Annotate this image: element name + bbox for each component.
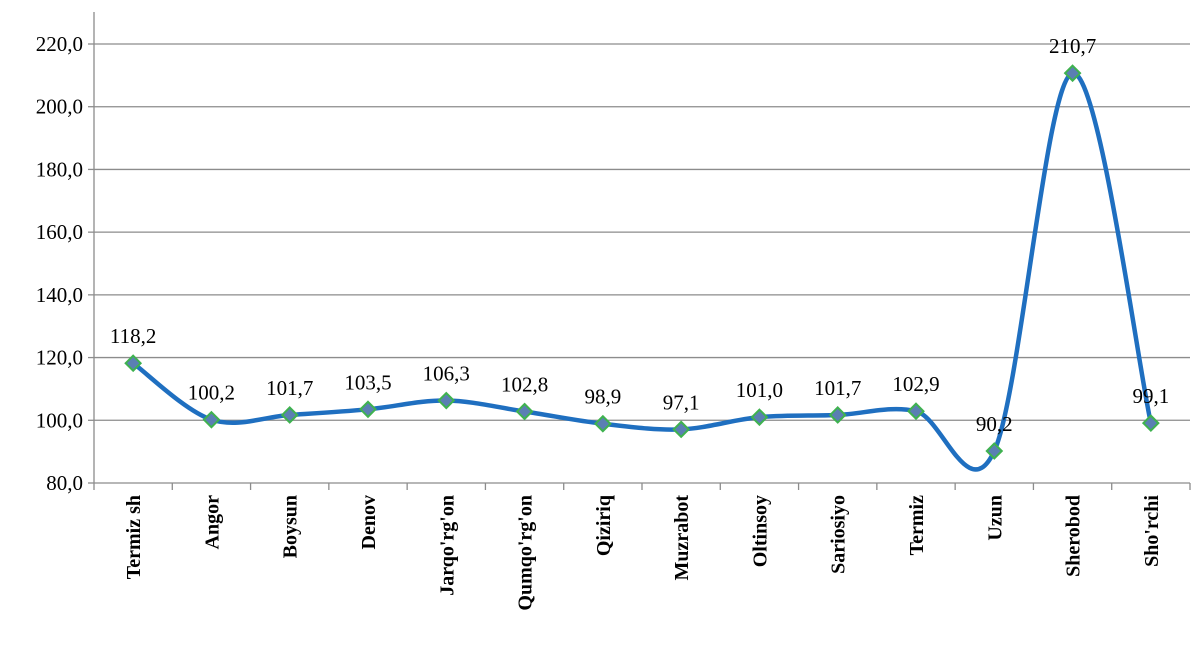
data-value-label: 103,5 (344, 370, 391, 394)
data-value-label: 101,7 (814, 376, 861, 400)
x-category-label: Sariosiyo (828, 495, 850, 574)
series-line (131, 70, 1154, 472)
x-category-label: Muzrabot (671, 495, 693, 581)
y-tick-label: 120,0 (36, 346, 83, 370)
data-value-label: 97,1 (663, 390, 700, 414)
y-tick-label: 160,0 (36, 220, 83, 244)
x-category-label: Sherobod (1063, 495, 1085, 577)
data-point-marker (593, 414, 612, 433)
x-category-label: Jarqo'rg'on (436, 495, 458, 596)
x-category-label: Termiz (906, 495, 928, 555)
x-category-label: Qumqo'rg'on (515, 495, 537, 611)
y-tick-label: 180,0 (36, 157, 83, 181)
data-point-marker (828, 406, 847, 424)
x-category-label: Uzun (984, 495, 1006, 541)
data-markers (124, 64, 1160, 460)
gridlines (94, 43, 1190, 421)
data-point-marker (202, 410, 221, 429)
x-category-label: Denov (358, 495, 380, 549)
data-value-label: 210,7 (1049, 34, 1096, 58)
data-point-marker (515, 402, 534, 421)
y-axis-tick-labels: 80,0 100,0 120,0 140,0 160,0 180,0 200,0 220,0 (36, 32, 83, 495)
x-category-label: Boysun (280, 495, 302, 558)
x-category-label: Angor (201, 495, 223, 550)
y-tick-label: 220,0 (36, 32, 83, 56)
data-value-label: 102,8 (501, 373, 548, 397)
data-point-marker (985, 442, 1004, 460)
data-value-label: 101,7 (266, 376, 313, 400)
data-value-label: 98,9 (584, 385, 621, 409)
data-point-marker (1063, 64, 1082, 83)
x-category-label: Termiz sh (123, 495, 145, 579)
y-tick-label: 80,0 (46, 471, 83, 495)
data-value-label: 90,2 (976, 412, 1013, 436)
y-tick-label: 140,0 (36, 283, 83, 307)
data-value-label: 106,3 (423, 362, 470, 386)
x-category-label: Qiziriq (593, 495, 615, 556)
data-point-marker (280, 406, 299, 424)
data-labels: 118,2 100,2 101,7 103,5 106,3 102,8 98,9 97,1 10… (110, 34, 1169, 436)
data-value-label: 118,2 (110, 324, 156, 348)
x-category-label: Oltinsoy (749, 495, 771, 567)
data-value-label: 100,2 (188, 381, 235, 405)
x-axis-category-labels: Termiz sh Angor Boysun Denov Jarqo'rg'on Qumq… (123, 495, 1163, 611)
series-line-path (131, 70, 1154, 472)
y-tick-label: 200,0 (36, 95, 83, 119)
data-point-marker (750, 408, 769, 427)
y-tick-label: 100,0 (36, 408, 83, 432)
data-point-marker (907, 402, 925, 421)
axes (88, 12, 1191, 490)
data-point-marker (359, 400, 377, 419)
data-value-label: 99,1 (1132, 384, 1169, 408)
data-value-label: 101,0 (736, 378, 783, 402)
data-point-marker (437, 391, 456, 410)
data-point-marker (124, 354, 143, 373)
data-point-marker (1141, 414, 1160, 433)
data-value-label: 102,9 (892, 372, 939, 396)
data-point-marker (672, 420, 691, 439)
x-category-label: Sho'rchi (1141, 495, 1163, 567)
